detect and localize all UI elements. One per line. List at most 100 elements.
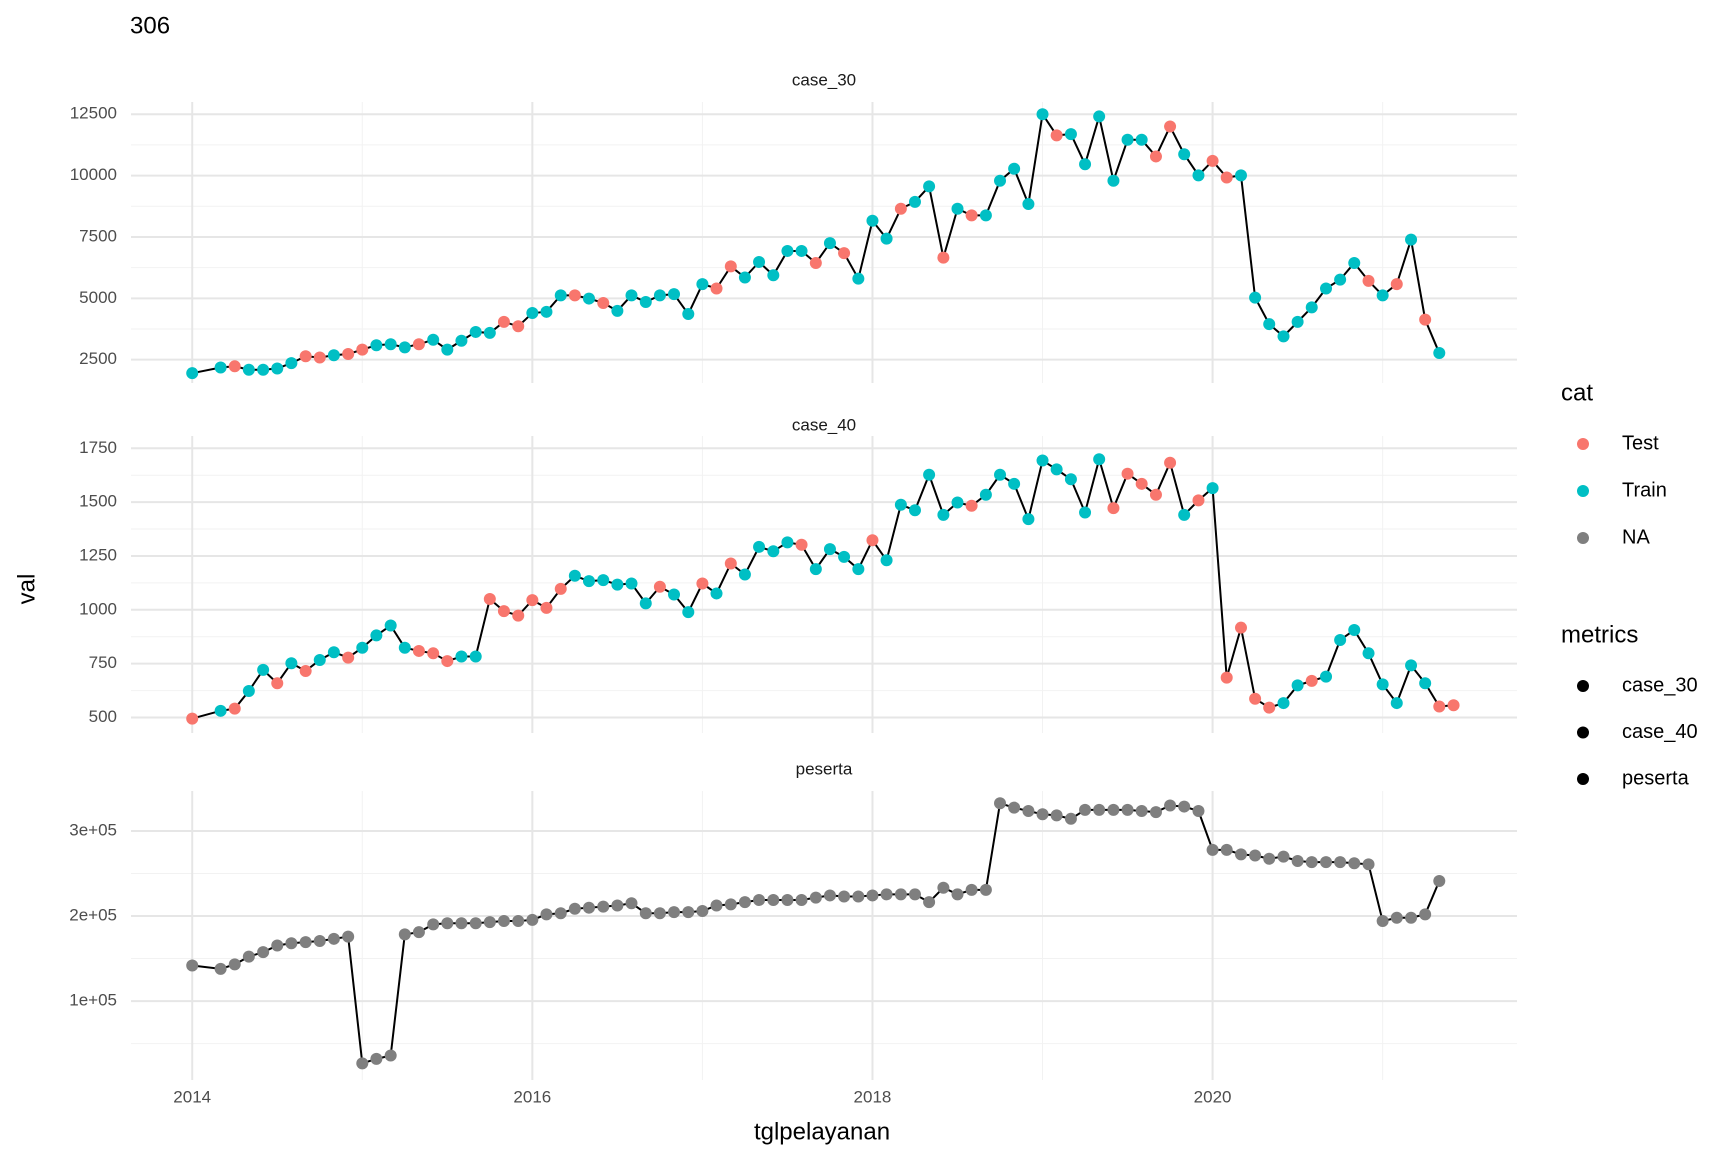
- y-tick-label: 3e+05: [69, 820, 117, 839]
- data-point: [1178, 148, 1191, 161]
- data-point: [1433, 347, 1446, 360]
- data-point: [1334, 856, 1347, 869]
- data-point: [1220, 671, 1233, 684]
- data-point: [710, 282, 723, 295]
- data-point: [1121, 133, 1134, 146]
- legend-label: Train: [1622, 479, 1667, 501]
- x-tick-label: 2020: [1194, 1087, 1232, 1106]
- data-point: [965, 883, 978, 896]
- data-point: [823, 889, 836, 902]
- data-point: [668, 906, 681, 919]
- data-point: [1149, 150, 1162, 163]
- data-point: [880, 554, 893, 567]
- data-point: [1320, 282, 1333, 295]
- data-point: [412, 644, 425, 657]
- y-tick-label: 2500: [79, 349, 117, 368]
- data-point: [186, 712, 199, 725]
- data-point: [1376, 915, 1389, 928]
- data-point: [540, 305, 553, 318]
- data-point: [767, 269, 780, 282]
- y-tick-label: 1000: [79, 599, 117, 618]
- data-point: [994, 174, 1007, 187]
- data-point: [937, 251, 950, 264]
- data-point: [1079, 803, 1092, 816]
- data-point: [710, 899, 723, 912]
- data-point: [923, 896, 936, 909]
- data-point: [1405, 659, 1418, 672]
- data-point: [384, 619, 397, 632]
- legend-key: [1577, 485, 1589, 497]
- y-tick-label: 1250: [79, 545, 117, 564]
- data-point: [356, 343, 369, 356]
- data-point: [455, 650, 468, 663]
- data-point: [1433, 700, 1446, 713]
- data-point: [1277, 850, 1290, 863]
- data-point: [625, 289, 638, 302]
- data-point: [370, 339, 383, 352]
- data-point: [1291, 315, 1304, 328]
- data-point: [880, 232, 893, 245]
- y-tick-label: 2e+05: [69, 906, 117, 925]
- data-point: [1008, 801, 1021, 814]
- data-point: [1135, 804, 1148, 817]
- data-point: [611, 304, 624, 317]
- data-point: [257, 663, 270, 676]
- data-point: [214, 361, 227, 374]
- data-point: [441, 917, 454, 930]
- data-point: [908, 888, 921, 901]
- data-point: [242, 950, 255, 963]
- data-point: [1079, 158, 1092, 171]
- legend-key: [1577, 438, 1589, 450]
- data-point: [526, 307, 539, 320]
- data-point: [653, 907, 666, 920]
- data-point: [1305, 301, 1318, 314]
- data-point: [285, 937, 298, 950]
- data-point: [313, 351, 326, 364]
- data-point: [370, 1052, 383, 1065]
- data-point: [1249, 291, 1262, 304]
- data-point: [1107, 174, 1120, 187]
- data-point: [682, 906, 695, 919]
- y-tick-label: 1e+05: [69, 991, 117, 1010]
- data-point: [951, 202, 964, 215]
- data-point: [880, 888, 893, 901]
- data-point: [242, 363, 255, 376]
- data-point: [1107, 502, 1120, 515]
- data-point: [1121, 467, 1134, 480]
- data-point: [852, 563, 865, 576]
- data-point: [852, 890, 865, 903]
- data-point: [795, 893, 808, 906]
- data-point: [1192, 169, 1205, 182]
- data-point: [398, 341, 411, 354]
- data-point: [753, 893, 766, 906]
- data-point: [1192, 494, 1205, 507]
- data-point: [696, 278, 709, 291]
- data-point: [1348, 857, 1361, 870]
- data-point: [611, 578, 624, 591]
- data-point: [908, 504, 921, 517]
- data-point: [894, 202, 907, 215]
- data-point: [979, 883, 992, 896]
- data-point: [582, 575, 595, 588]
- data-point: [242, 685, 255, 698]
- data-point: [597, 574, 610, 587]
- data-point: [965, 499, 978, 512]
- data-point: [497, 605, 510, 618]
- data-point: [186, 367, 199, 380]
- data-point: [1008, 477, 1021, 490]
- data-point: [668, 288, 681, 301]
- data-point: [384, 338, 397, 351]
- data-point: [866, 889, 879, 902]
- data-point: [512, 320, 525, 333]
- y-tick-label: 750: [89, 653, 117, 672]
- data-point: [554, 907, 567, 920]
- data-point: [469, 917, 482, 930]
- data-point: [582, 292, 595, 305]
- series-line: [191, 455, 1454, 720]
- data-point: [1334, 273, 1347, 286]
- data-point: [1348, 256, 1361, 269]
- data-point: [568, 289, 581, 302]
- data-point: [257, 946, 270, 959]
- data-point: [1036, 808, 1049, 821]
